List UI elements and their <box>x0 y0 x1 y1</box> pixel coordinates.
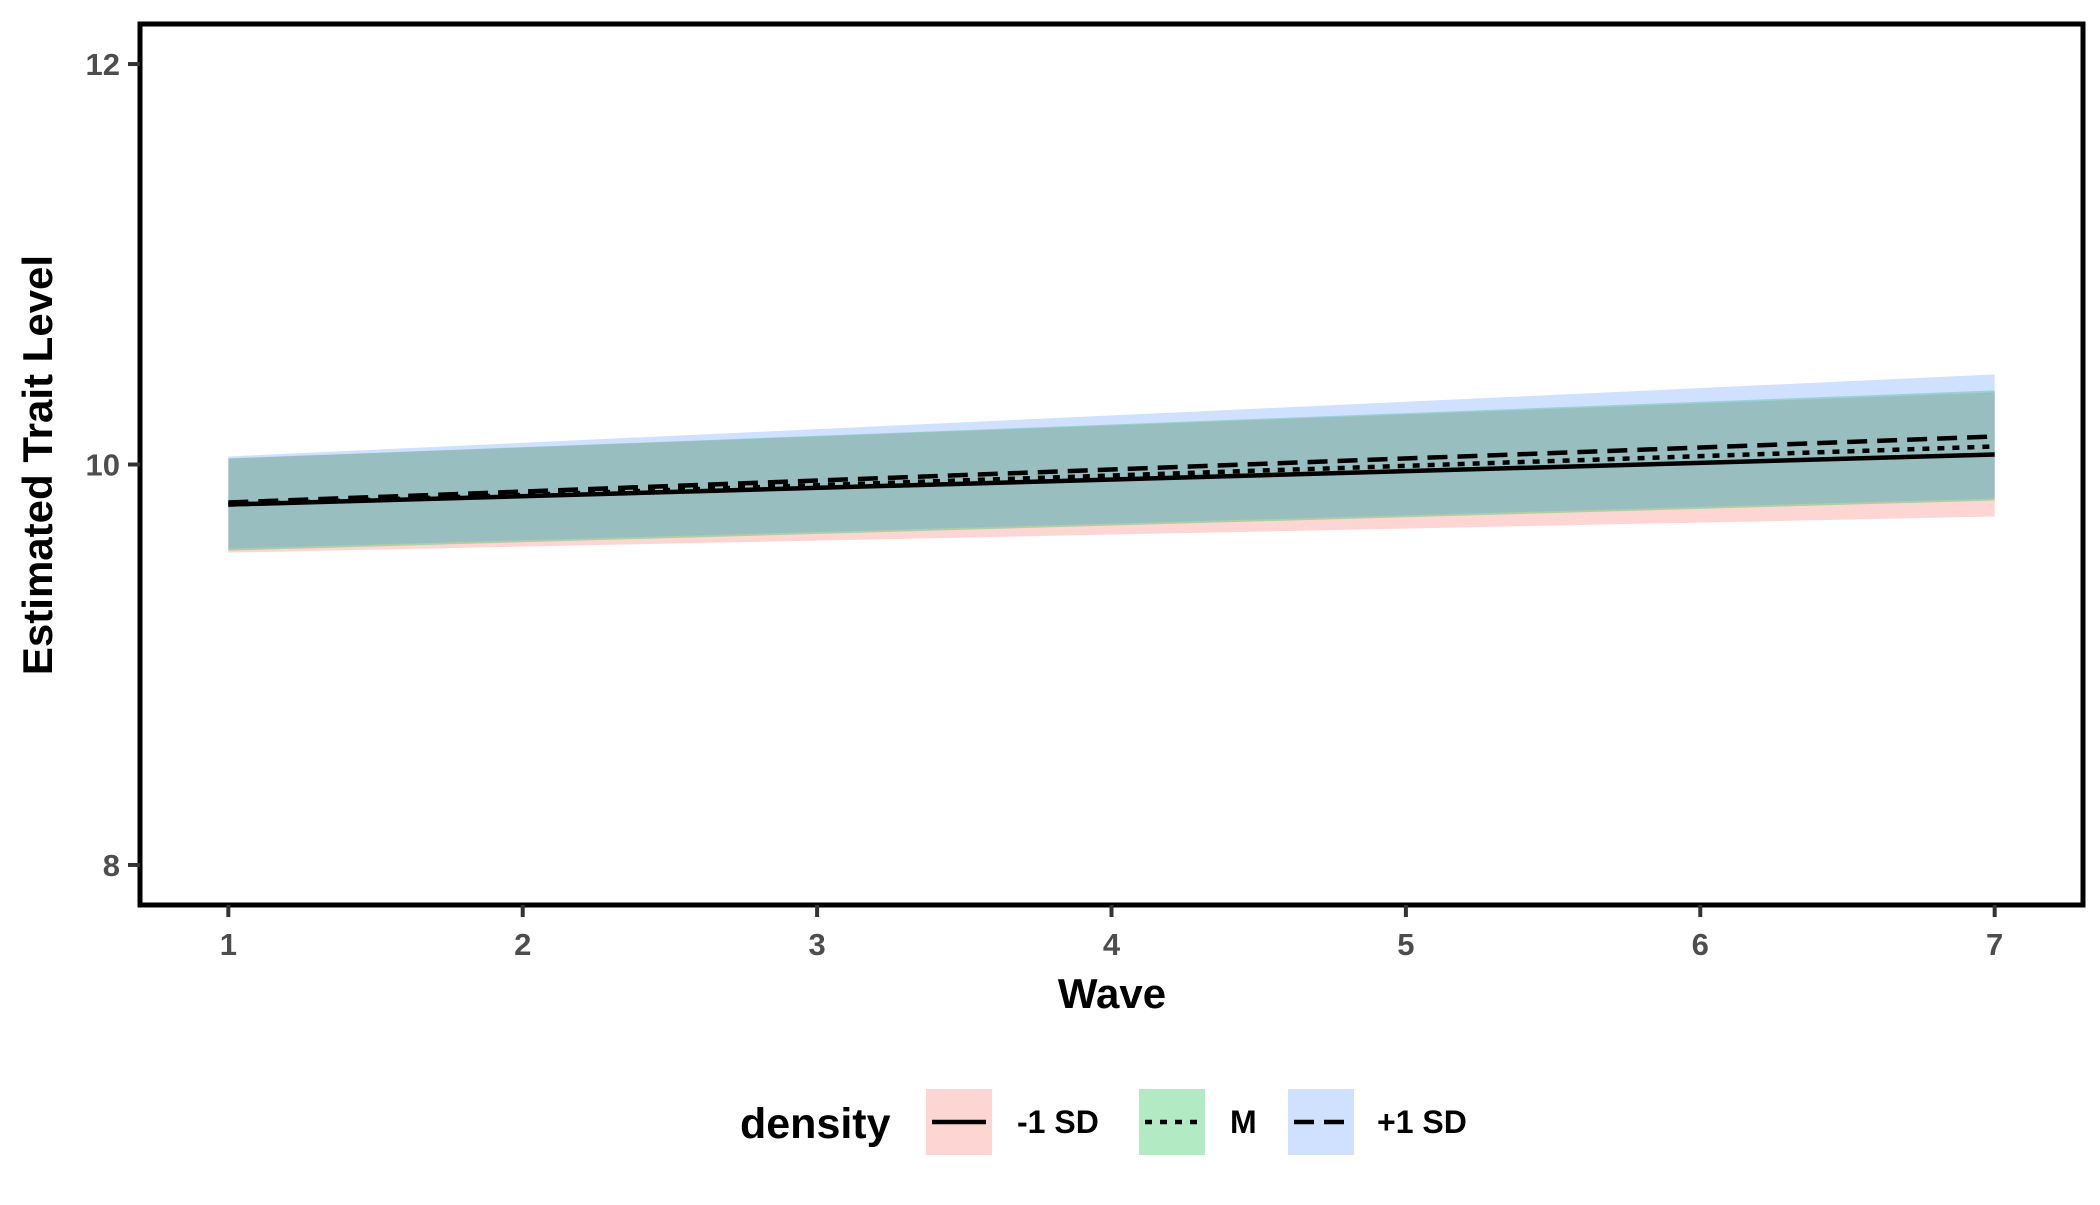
y-tick-label: 8 <box>103 848 120 883</box>
legend: density -1 SD M +1 SD <box>740 1089 1467 1155</box>
legend-keys: -1 SD M +1 SD <box>926 1089 1467 1155</box>
series-line-1-sd <box>228 434 1995 505</box>
y-axis: 8 10 12 <box>86 47 140 883</box>
x-tick-label: 2 <box>514 927 531 962</box>
legend-label-1-sd: +1 SD <box>1377 1104 1467 1140</box>
x-tick-label: 4 <box>1103 927 1121 962</box>
legend-label-m: M <box>1230 1104 1257 1140</box>
x-axis-title: Wave <box>1058 970 1166 1017</box>
x-tick-label: 6 <box>1692 927 1709 962</box>
x-tick-label: 1 <box>220 927 237 962</box>
x-tick-label: 7 <box>1986 927 2003 962</box>
confidence-band-1-sd <box>228 392 1995 553</box>
x-axis: 1 2 3 4 5 6 7 <box>220 905 2003 962</box>
y-tick-label: 10 <box>86 448 120 483</box>
x-tick-label: 5 <box>1397 927 1414 962</box>
x-tick-label: 3 <box>808 927 825 962</box>
series-line-m <box>228 444 1995 507</box>
confidence-bands <box>228 374 1995 553</box>
legend-title: density <box>740 1100 891 1148</box>
series-line-1-sd <box>228 452 1995 507</box>
y-tick-label: 12 <box>86 47 120 82</box>
legend-label-1-sd: -1 SD <box>1017 1104 1099 1140</box>
series-lines <box>228 434 1995 507</box>
y-axis-title: Estimated Trait Level <box>14 255 61 675</box>
confidence-band-1-sd <box>228 374 1995 549</box>
